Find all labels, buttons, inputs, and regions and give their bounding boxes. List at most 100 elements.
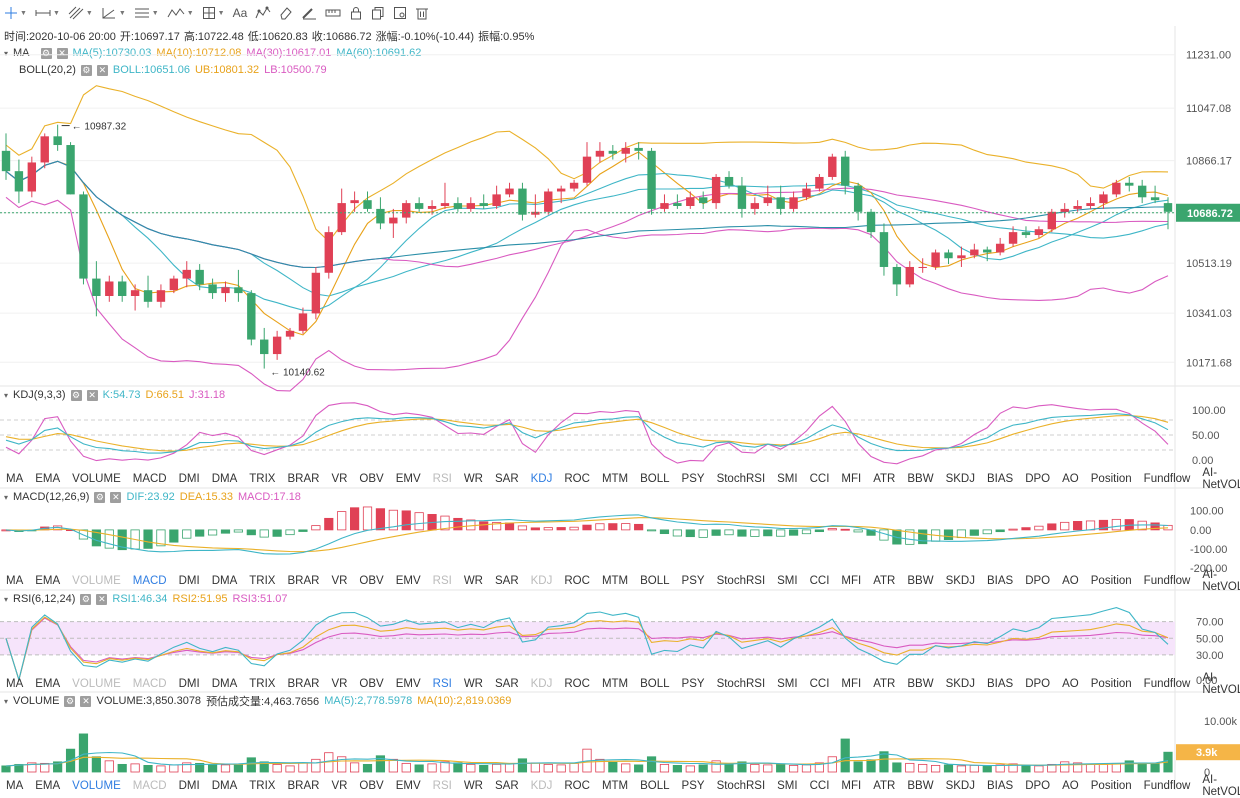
tab-volume[interactable]: VOLUME <box>72 780 121 792</box>
tab-smi[interactable]: SMI <box>777 473 798 485</box>
tab-roc[interactable]: ROC <box>564 780 590 792</box>
tab-sar[interactable]: SAR <box>494 575 519 587</box>
wave-tool[interactable]: ▼ <box>163 0 198 26</box>
tab-smi[interactable]: SMI <box>777 575 798 587</box>
tab-ai-netvol[interactable]: AI-NetVOL <box>1202 467 1240 491</box>
tab-dma[interactable]: DMA <box>211 575 238 587</box>
macd-collapse-icon[interactable]: ▾ <box>4 492 9 502</box>
tab-atr[interactable]: ATR <box>873 473 896 485</box>
tab-fundflow[interactable]: Fundflow <box>1143 780 1191 792</box>
tab-ema[interactable]: EMA <box>35 780 61 792</box>
tab-ao[interactable]: AO <box>1062 575 1079 587</box>
boll-close-icon[interactable]: ✕ <box>96 64 108 76</box>
tab-dmi[interactable]: DMI <box>178 780 200 792</box>
tab-emv[interactable]: EMV <box>395 780 421 792</box>
tab-ai-netvol[interactable]: AI-NetVOL <box>1202 774 1240 798</box>
tab-dmi[interactable]: DMI <box>178 678 200 690</box>
tab-stochrsi[interactable]: StochRSI <box>716 473 766 485</box>
tab-dmi[interactable]: DMI <box>178 473 200 485</box>
tab-ma[interactable]: MA <box>6 473 24 485</box>
tab-roc[interactable]: ROC <box>564 575 590 587</box>
tab-atr[interactable]: ATR <box>873 678 896 690</box>
tab-dpo[interactable]: DPO <box>1025 575 1051 587</box>
tab-skdj[interactable]: SKDJ <box>945 575 975 587</box>
tab-mfi[interactable]: MFI <box>841 678 862 690</box>
tab-ma[interactable]: MA <box>6 575 24 587</box>
tab-smi[interactable]: SMI <box>777 678 798 690</box>
volume-close-icon[interactable]: ✕ <box>80 695 92 707</box>
tab-dmi[interactable]: DMI <box>178 575 200 587</box>
tab-wr[interactable]: WR <box>463 473 483 485</box>
tab-atr[interactable]: ATR <box>873 780 896 792</box>
tab-roc[interactable]: ROC <box>564 678 590 690</box>
tab-kdj[interactable]: KDJ <box>530 575 553 587</box>
tab-bbw[interactable]: BBW <box>907 473 934 485</box>
tab-smi[interactable]: SMI <box>777 780 798 792</box>
tab-macd[interactable]: MACD <box>132 780 167 792</box>
crosshair-tool[interactable]: ▼ <box>0 0 31 26</box>
tab-ai-netvol[interactable]: AI-NetVOL <box>1202 569 1240 593</box>
tab-dma[interactable]: DMA <box>211 780 238 792</box>
tab-ao[interactable]: AO <box>1062 473 1079 485</box>
tab-dpo[interactable]: DPO <box>1025 780 1051 792</box>
tab-vr[interactable]: VR <box>331 678 348 690</box>
tab-bias[interactable]: BIAS <box>986 473 1014 485</box>
horizontal-line-tool[interactable]: ▼ <box>31 0 64 26</box>
tab-position[interactable]: Position <box>1090 678 1132 690</box>
tab-fundflow[interactable]: Fundflow <box>1143 473 1191 485</box>
tab-skdj[interactable]: SKDJ <box>945 780 975 792</box>
fib-lines-tool[interactable]: ▼ <box>130 0 163 26</box>
tab-wr[interactable]: WR <box>463 575 483 587</box>
pencil-tool[interactable] <box>297 0 321 26</box>
tab-volume[interactable]: VOLUME <box>72 473 121 485</box>
tab-emv[interactable]: EMV <box>395 575 421 587</box>
tab-mtm[interactable]: MTM <box>601 575 629 587</box>
boll-settings-icon[interactable]: ⚙ <box>80 64 92 76</box>
rsi-collapse-icon[interactable]: ▾ <box>4 594 9 604</box>
tab-ma[interactable]: MA <box>6 780 24 792</box>
rsi-settings-icon[interactable]: ⚙ <box>80 593 92 605</box>
tab-wr[interactable]: WR <box>463 678 483 690</box>
tab-bias[interactable]: BIAS <box>986 780 1014 792</box>
tab-rsi[interactable]: RSI <box>432 473 452 485</box>
tab-position[interactable]: Position <box>1090 780 1132 792</box>
ma-close-icon[interactable]: ✕ <box>56 47 68 59</box>
tab-stochrsi[interactable]: StochRSI <box>716 780 766 792</box>
tab-stochrsi[interactable]: StochRSI <box>716 575 766 587</box>
tab-boll[interactable]: BOLL <box>640 780 670 792</box>
tab-volume[interactable]: VOLUME <box>72 678 121 690</box>
tab-brar[interactable]: BRAR <box>287 575 320 587</box>
tab-ao[interactable]: AO <box>1062 678 1079 690</box>
tab-dma[interactable]: DMA <box>211 473 238 485</box>
tab-bias[interactable]: BIAS <box>986 678 1014 690</box>
tab-obv[interactable]: OBV <box>359 473 384 485</box>
tab-vr[interactable]: VR <box>331 575 348 587</box>
tab-bias[interactable]: BIAS <box>986 575 1014 587</box>
tab-trix[interactable]: TRIX <box>249 473 276 485</box>
tab-obv[interactable]: OBV <box>359 678 384 690</box>
tab-sar[interactable]: SAR <box>494 678 519 690</box>
kdj-collapse-icon[interactable]: ▾ <box>4 390 9 400</box>
tab-obv[interactable]: OBV <box>359 780 384 792</box>
tab-position[interactable]: Position <box>1090 473 1132 485</box>
copy-tool[interactable] <box>367 0 389 26</box>
tab-mfi[interactable]: MFI <box>841 575 862 587</box>
volume-collapse-icon[interactable]: ▾ <box>4 696 9 706</box>
tab-kdj[interactable]: KDJ <box>530 473 553 485</box>
tab-bbw[interactable]: BBW <box>907 780 934 792</box>
tab-ema[interactable]: EMA <box>35 678 61 690</box>
tab-vr[interactable]: VR <box>331 780 348 792</box>
tab-cci[interactable]: CCI <box>809 780 830 792</box>
tab-ao[interactable]: AO <box>1062 780 1079 792</box>
tab-trix[interactable]: TRIX <box>249 780 276 792</box>
tab-boll[interactable]: BOLL <box>640 575 670 587</box>
tab-skdj[interactable]: SKDJ <box>945 678 975 690</box>
tab-bbw[interactable]: BBW <box>907 678 934 690</box>
tab-macd[interactable]: MACD <box>132 678 167 690</box>
tab-mfi[interactable]: MFI <box>841 473 862 485</box>
tab-volume[interactable]: VOLUME <box>72 575 121 587</box>
tab-cci[interactable]: CCI <box>809 678 830 690</box>
lock-tool[interactable] <box>345 0 367 26</box>
tab-fundflow[interactable]: Fundflow <box>1143 575 1191 587</box>
rsi-close-icon[interactable]: ✕ <box>96 593 108 605</box>
